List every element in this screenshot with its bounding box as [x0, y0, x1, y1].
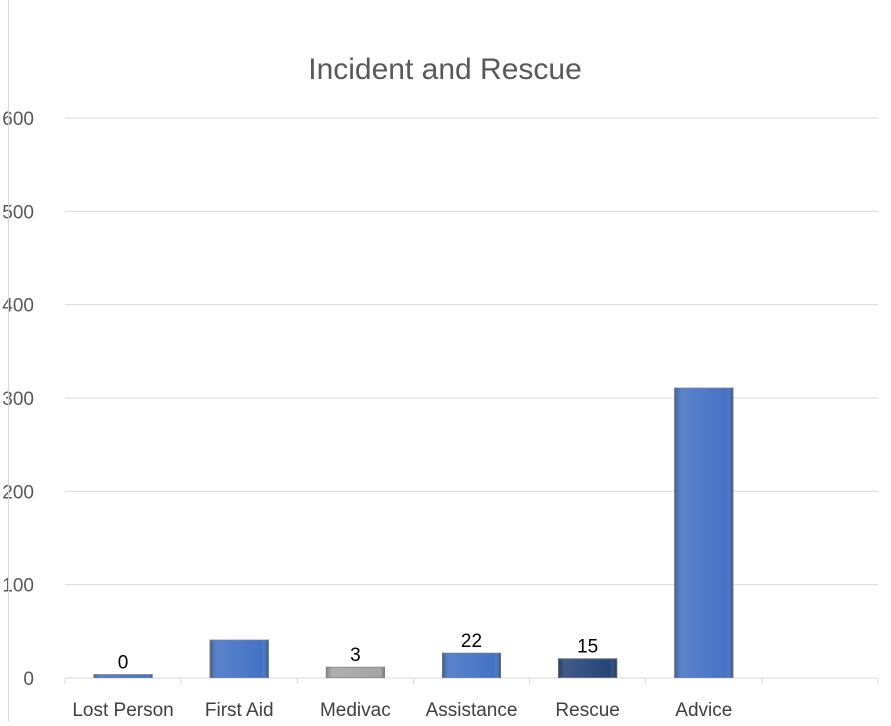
bar-outline: [674, 387, 734, 678]
bar-lost-person: [93, 674, 153, 678]
y-tick-label: 500: [2, 202, 34, 223]
chart-title: Incident and Rescue: [308, 53, 582, 86]
bar-outline: [558, 658, 618, 679]
x-tick-label: Medivac: [320, 700, 391, 721]
bar-bevel: [674, 387, 734, 678]
bar-medivac: [325, 666, 385, 678]
bar-outline: [209, 639, 269, 679]
data-label: 15: [577, 636, 598, 657]
y-tick-label: 0: [23, 669, 34, 690]
x-tick-label: Rescue: [555, 700, 619, 721]
bar-outline: [93, 674, 153, 678]
bar-first-aid: [209, 639, 269, 679]
bar-bevel: [209, 639, 269, 678]
x-tick-label: Advice: [675, 700, 732, 721]
bar-bevel: [325, 666, 385, 678]
data-label: 0: [118, 652, 129, 673]
y-tick-label: 600: [2, 109, 34, 130]
y-tick-label: 300: [2, 389, 34, 410]
bar-bevel: [558, 658, 618, 678]
bar-outline: [325, 666, 385, 678]
bar-assistance: [442, 652, 501, 678]
x-tick-label: Assistance: [426, 700, 518, 721]
y-tick-label: 100: [2, 576, 34, 597]
bar-rescue: [558, 658, 618, 679]
data-label: 22: [461, 631, 482, 652]
bar-bevel: [442, 652, 501, 678]
y-tick-label: 400: [2, 296, 34, 317]
x-tick-label: First Aid: [205, 700, 274, 721]
chart-border-line: [8, 0, 9, 721]
bar-advice: [674, 387, 734, 678]
y-tick-label: 200: [2, 482, 34, 503]
data-label: 3: [350, 645, 361, 666]
x-tick-label: Lost Person: [72, 700, 173, 721]
bar-outline: [442, 652, 501, 678]
bar-bevel: [93, 674, 153, 678]
